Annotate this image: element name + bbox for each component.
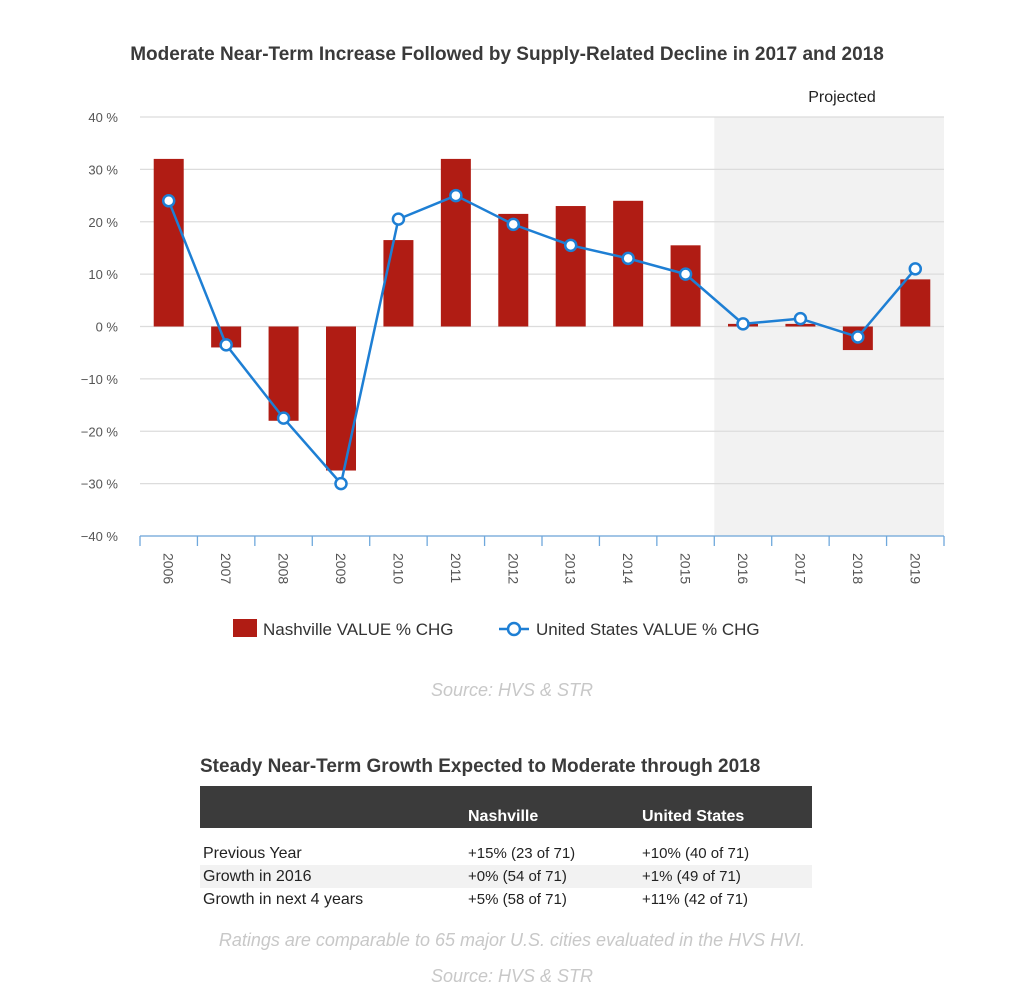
table-title: Steady Near-Term Growth Expected to Mode… (200, 756, 761, 777)
bar-2010 (383, 240, 414, 327)
point-2015 (678, 267, 693, 281)
x-tick-label: 2008 (276, 553, 292, 584)
point-2012 (506, 217, 521, 232)
header-united-states: United States (642, 808, 745, 825)
point-2010 (391, 212, 406, 226)
legend-marker-swatch (506, 621, 522, 637)
y-tick-label: 20 % (88, 215, 118, 230)
point-2007 (219, 338, 233, 352)
y-tick-label: 30 % (88, 162, 118, 177)
x-tick-label: 2006 (161, 553, 177, 584)
point-2008 (276, 411, 291, 425)
chart: Moderate Near-Term Increase Followed by … (81, 44, 945, 639)
y-tick-label: −40 % (81, 529, 119, 544)
x-tick-label: 2009 (333, 553, 349, 584)
row-label: Previous Year (203, 845, 302, 862)
row-label: Growth in next 4 years (203, 891, 364, 908)
legend: Nashville VALUE % CHG United States VALU… (233, 619, 760, 639)
x-tick-label: 2010 (390, 553, 406, 584)
x-tick-label: 2007 (218, 553, 234, 584)
bar-2007 (211, 326, 242, 348)
x-tick-label: 2019 (907, 553, 923, 584)
chart-title: Moderate Near-Term Increase Followed by … (130, 44, 884, 65)
legend-bar-swatch (233, 619, 257, 637)
y-tick-label: 0 % (96, 320, 119, 335)
y-tick-label: 40 % (88, 110, 118, 125)
x-tick-label: 2011 (448, 553, 464, 583)
x-tick-label: 2014 (620, 553, 636, 584)
point-2014 (621, 251, 635, 266)
x-tick-label: 2012 (505, 553, 521, 584)
x-tick-label: 2017 (792, 553, 808, 584)
x-tick-label: 2013 (563, 553, 579, 584)
bar-2015 (670, 245, 701, 327)
table-note: Ratings are comparable to 65 major U.S. … (218, 930, 806, 950)
legend-united-states: United States VALUE % CHG (536, 620, 760, 639)
bar-2012 (498, 213, 529, 327)
nashville-value: +15% (23 of 71) (468, 845, 576, 862)
growth-table: Steady Near-Term Growth Expected to Mode… (200, 756, 812, 911)
nashville-value: +5% (58 of 71) (468, 891, 567, 908)
us-value: +11% (42 of 71) (642, 891, 749, 908)
point-2017 (793, 311, 808, 326)
y-tick-label: 10 % (88, 267, 118, 282)
x-tick-label: 2015 (678, 553, 694, 584)
projected-label: Projected (808, 89, 876, 106)
point-2018 (851, 330, 865, 344)
point-2006 (161, 194, 176, 208)
bar-2006 (153, 158, 184, 327)
y-tick-label: −20 % (81, 424, 119, 439)
row-label: Growth in 2016 (203, 868, 312, 885)
table-row: Growth in next 4 years +5% (58 of 71) +1… (200, 888, 812, 911)
point-2009 (334, 476, 348, 491)
table-header: Nashville United States (200, 786, 812, 828)
table-source: Source: HVS & STR (430, 966, 594, 986)
point-2019 (908, 262, 923, 276)
bar-2011 (440, 158, 471, 327)
legend-nashville: Nashville VALUE % CHG (263, 620, 454, 639)
nashville-value: +0% (54 of 71) (468, 868, 567, 885)
point-2016 (736, 317, 750, 331)
us-value: +1% (49 of 71) (642, 868, 741, 885)
point-2011 (449, 188, 463, 203)
us-line (167, 194, 917, 485)
table-row: Previous Year +15% (23 of 71) +10% (40 o… (200, 842, 812, 865)
y-tick-label: −10 % (81, 372, 119, 387)
bar-2019 (900, 279, 931, 327)
chart-source: Source: HVS & STR (430, 680, 594, 700)
y-tick-label: −30 % (81, 477, 119, 492)
bar-2013 (555, 206, 586, 327)
us-value: +10% (40 of 71) (642, 845, 750, 862)
bar-2009 (326, 326, 356, 471)
table-row: Growth in 2016 +0% (54 of 71) +1% (49 of… (200, 865, 812, 888)
point-2013 (563, 238, 578, 253)
x-tick-label: 2016 (735, 553, 751, 584)
x-tick-label: 2018 (850, 553, 866, 584)
header-nashville: Nashville (468, 808, 539, 825)
